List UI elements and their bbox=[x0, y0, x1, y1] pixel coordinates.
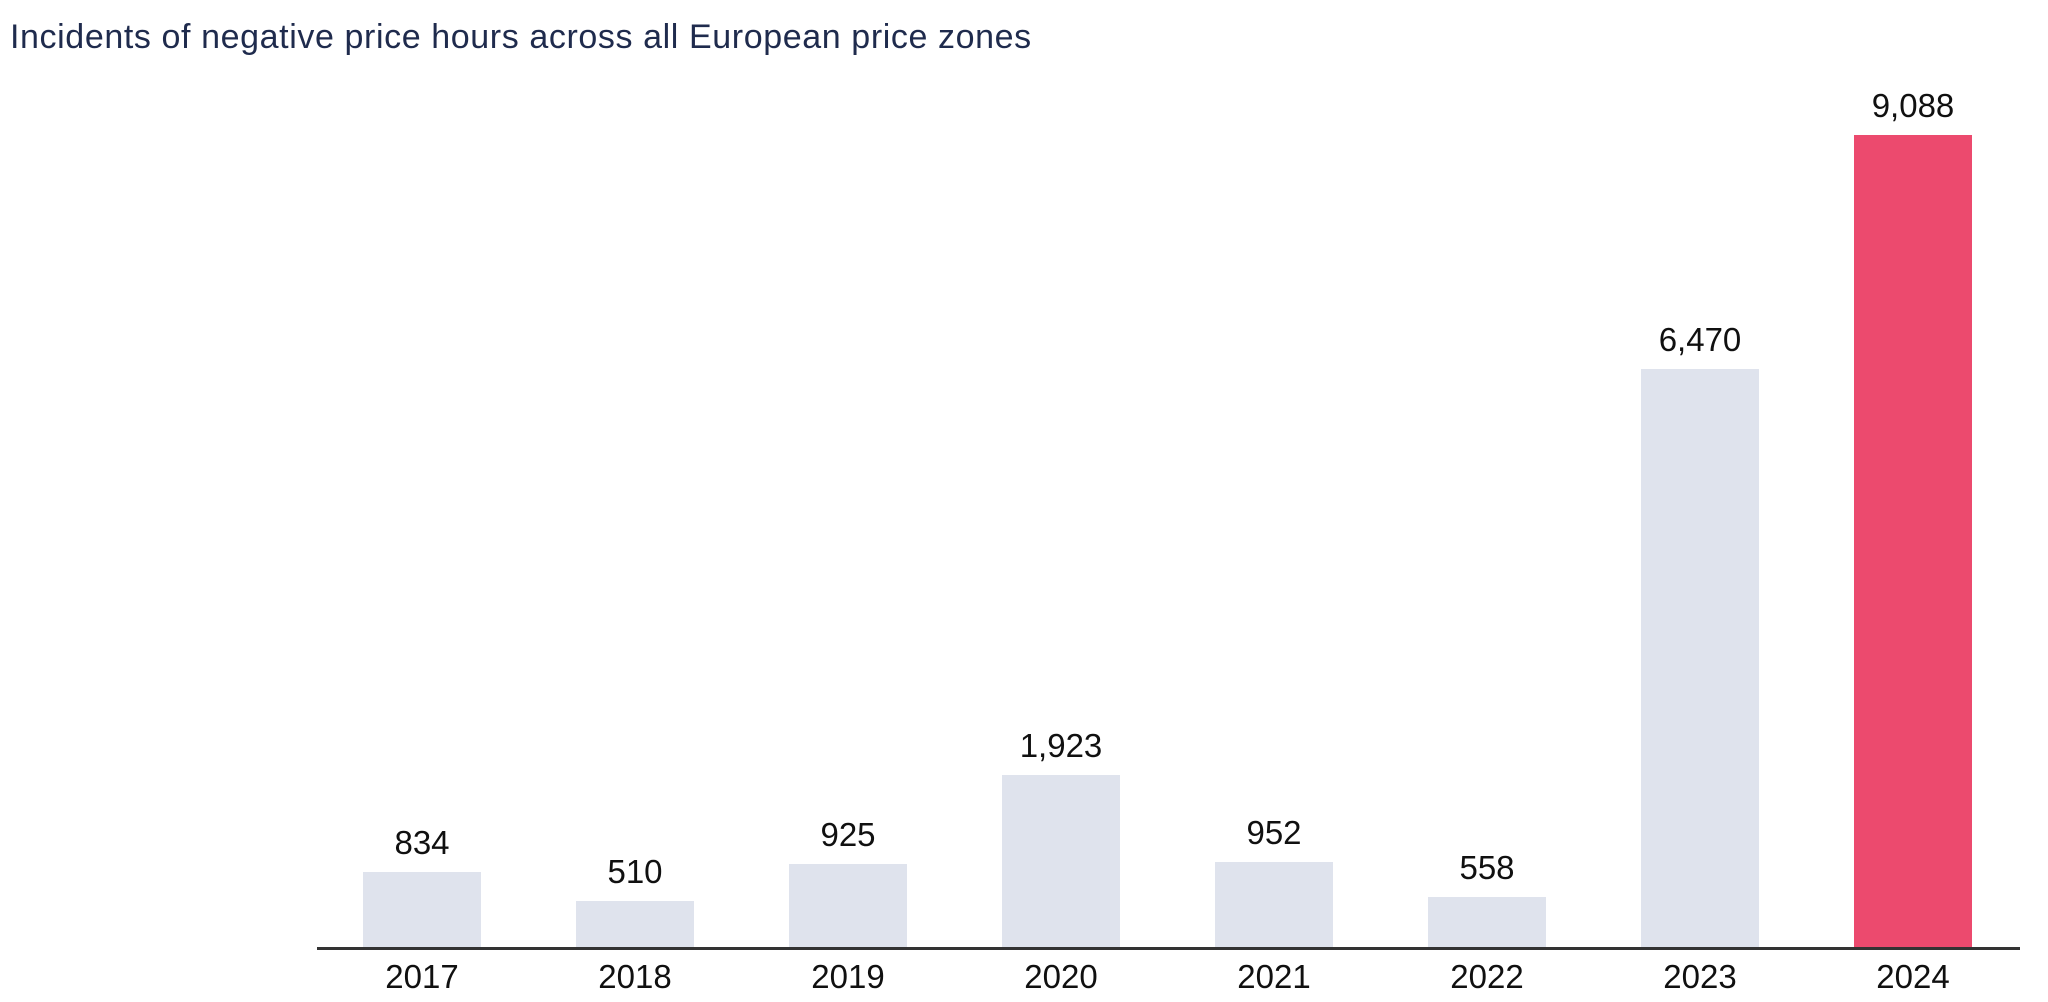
bar-value-label-2017: 834 bbox=[394, 824, 450, 861]
x-tick-label-2021: 2021 bbox=[1237, 958, 1311, 995]
bar-2022 bbox=[1428, 897, 1546, 947]
bar-value-label-2018: 510 bbox=[607, 853, 663, 890]
bar-value-label-2019: 925 bbox=[820, 816, 876, 853]
bar-2021 bbox=[1215, 862, 1333, 947]
chart-title: Incidents of negative price hours across… bbox=[10, 18, 1032, 56]
bar-2024 bbox=[1854, 135, 1972, 947]
x-axis-line bbox=[317, 947, 2020, 950]
bar-2018 bbox=[576, 901, 694, 947]
x-tick-label-2019: 2019 bbox=[811, 958, 885, 995]
x-tick-label-2017: 2017 bbox=[385, 958, 459, 995]
bar-value-label-2022: 558 bbox=[1459, 849, 1515, 886]
bar-value-label-2021: 952 bbox=[1246, 814, 1302, 851]
x-tick-label-2018: 2018 bbox=[598, 958, 672, 995]
x-tick-label-2024: 2024 bbox=[1876, 958, 1950, 995]
x-tick-label-2023: 2023 bbox=[1663, 958, 1737, 995]
bar-value-label-2020: 1,923 bbox=[1019, 727, 1103, 764]
bar-2017 bbox=[363, 872, 481, 947]
bar-2023 bbox=[1641, 369, 1759, 947]
x-tick-label-2022: 2022 bbox=[1450, 958, 1524, 995]
bar-2020 bbox=[1002, 775, 1120, 947]
bar-2019 bbox=[789, 864, 907, 947]
x-tick-label-2020: 2020 bbox=[1024, 958, 1098, 995]
bar-value-label-2023: 6,470 bbox=[1658, 321, 1742, 358]
bar-value-label-2024: 9,088 bbox=[1871, 87, 1955, 124]
